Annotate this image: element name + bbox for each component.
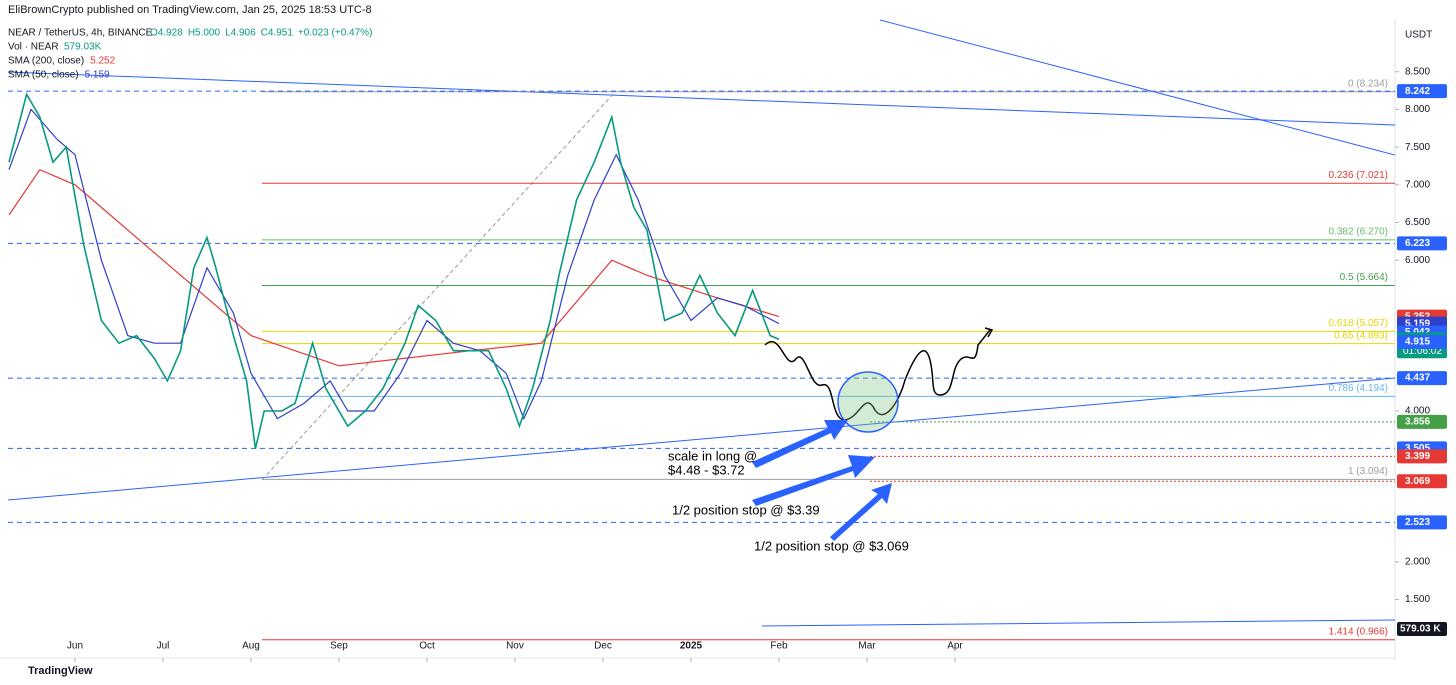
y-tick-label: 8.500 bbox=[1405, 66, 1430, 77]
y-tick-label: 4.000 bbox=[1405, 406, 1430, 417]
price-badge bbox=[1397, 515, 1447, 530]
price-badge bbox=[1397, 474, 1447, 489]
annotation: 1/2 position stop @ $3.39 bbox=[672, 502, 820, 517]
price-badge bbox=[1397, 236, 1447, 251]
x-tick-label: Jul bbox=[157, 641, 170, 652]
price-badge-label: 4.915 bbox=[1405, 337, 1430, 348]
currency: USDT bbox=[1405, 30, 1432, 41]
fib-label: 0.382 (6.270) bbox=[1329, 227, 1389, 238]
trendline bbox=[761, 619, 1395, 627]
ohlc-value: L4.906 bbox=[225, 28, 256, 39]
fib-label: 0.65 (4.893) bbox=[1334, 330, 1388, 341]
x-tick-label: Oct bbox=[419, 641, 435, 652]
fib-label: 0.236 (7.021) bbox=[1329, 170, 1389, 181]
x-tick-label: Jun bbox=[67, 641, 83, 652]
fib-label: 0 (8.234) bbox=[1348, 78, 1388, 89]
price-badge bbox=[1397, 449, 1447, 464]
y-tick-label: 6.000 bbox=[1405, 255, 1430, 266]
price-badge-label: 3.399 bbox=[1405, 451, 1430, 462]
price-badge-label: 3.505 bbox=[1405, 443, 1430, 454]
header: EliBrownCrypto published on TradingView.… bbox=[8, 4, 372, 16]
price-badge-label: 3.069 bbox=[1405, 476, 1430, 487]
volume-badge-label: 579.03 K bbox=[1400, 624, 1441, 635]
y-tick-label: 2.000 bbox=[1405, 556, 1430, 567]
legend-name: SMA (200, close) bbox=[8, 56, 84, 67]
y-tick-label: 7.500 bbox=[1405, 142, 1430, 153]
drawing bbox=[752, 327, 994, 541]
x-tick-label: Sep bbox=[330, 641, 348, 652]
price-badge-label: 5.159 bbox=[1405, 318, 1430, 329]
ohlc-value: +0.023 (+0.47%) bbox=[298, 28, 373, 39]
price-line bbox=[8, 92, 780, 449]
price-badge-label: 3.856 bbox=[1405, 417, 1430, 428]
price-badge bbox=[1397, 84, 1447, 99]
x-tick-label: Aug bbox=[242, 641, 260, 652]
annotation: $4.48 - $3.72 bbox=[668, 462, 745, 477]
price-badge-label: 8.242 bbox=[1405, 86, 1430, 97]
trendline bbox=[879, 19, 1395, 156]
ohlc-value: O4.928 bbox=[150, 28, 183, 39]
ohlc-value: C4.951 bbox=[261, 28, 294, 39]
projection-arrowhead bbox=[984, 327, 994, 338]
projection-squiggle bbox=[764, 329, 991, 421]
annotation: scale in long @ bbox=[668, 448, 757, 463]
fib-label: 0.5 (5.664) bbox=[1340, 272, 1388, 283]
target-zone bbox=[837, 371, 899, 433]
annotation: 1/2 position stop @ $3.069 bbox=[754, 538, 909, 553]
y-tick-label: 8.000 bbox=[1405, 104, 1430, 115]
price-badge-label: 4.437 bbox=[1405, 373, 1430, 384]
x-tick-label: Mar bbox=[858, 641, 876, 652]
price-badge-label: 2.523 bbox=[1405, 517, 1430, 528]
x-tick-label: Dec bbox=[594, 641, 612, 652]
price-badge bbox=[1397, 371, 1447, 386]
price-badge bbox=[1397, 414, 1447, 429]
fib-label: 0.786 (4.194) bbox=[1329, 383, 1389, 394]
volume-label: Vol · NEAR bbox=[8, 42, 59, 53]
brand: TradingView bbox=[28, 665, 93, 677]
fib-label: 1 (3.094) bbox=[1348, 466, 1388, 477]
y-tick-label: 6.500 bbox=[1405, 217, 1430, 228]
volume-badge bbox=[1397, 622, 1447, 636]
trendline bbox=[7, 71, 1395, 126]
price-badge bbox=[1397, 335, 1447, 350]
y-tick-label: 7.000 bbox=[1405, 179, 1430, 190]
legend-value: 5.159 bbox=[85, 70, 110, 81]
y-tick-label: 1.500 bbox=[1405, 594, 1430, 605]
sma-line bbox=[8, 168, 780, 367]
x-tick-label: Feb bbox=[770, 641, 788, 652]
legend-value: 5.252 bbox=[90, 56, 115, 67]
trendline bbox=[7, 377, 1395, 501]
arrow bbox=[752, 455, 875, 506]
arrow bbox=[830, 483, 892, 541]
plot-area bbox=[8, 90, 1395, 641]
volume-value: 579.03K bbox=[64, 42, 102, 53]
fib-label: 0.618 (5.057) bbox=[1329, 318, 1389, 329]
legend-title: NEAR / TetherUS, 4h, BINANCE bbox=[8, 28, 153, 39]
x-tick-label: Apr bbox=[947, 641, 963, 652]
x-tick-label: 2025 bbox=[680, 641, 703, 652]
ohlc-value: H5.000 bbox=[188, 28, 221, 39]
arrow bbox=[752, 420, 848, 468]
legend-name: SMA (50, close) bbox=[8, 70, 79, 81]
countdown: 01:06:02 bbox=[1403, 346, 1442, 357]
fib-label: 1.414 (0.966) bbox=[1329, 626, 1389, 637]
x-tick-label: Nov bbox=[506, 641, 524, 652]
price-badge-label: 6.223 bbox=[1405, 238, 1430, 249]
